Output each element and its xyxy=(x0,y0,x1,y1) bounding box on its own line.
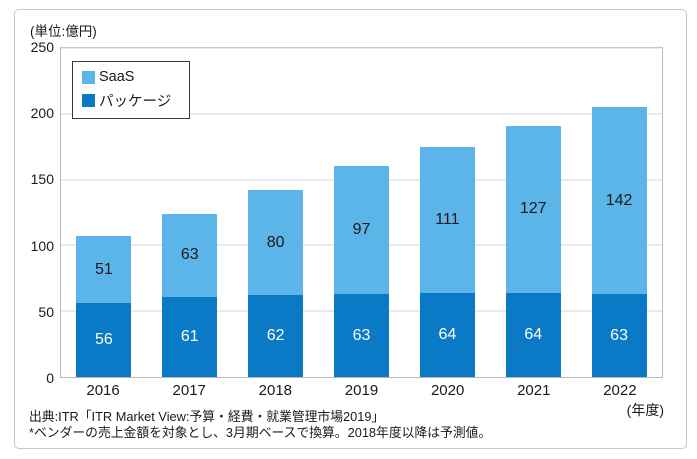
bar-value-label: 62 xyxy=(266,327,285,345)
legend: SaaS パッケージ xyxy=(72,61,191,119)
bar-2019-saas: 97 xyxy=(334,166,389,295)
bar-2022-package: 63 xyxy=(591,294,647,377)
bar-2018-package: 62 xyxy=(248,295,304,377)
x-axis-label-2022: 2022 xyxy=(603,382,637,399)
bar-value-label: 80 xyxy=(266,233,285,251)
bar-value-label: 111 xyxy=(435,210,460,228)
bar-value-label: 63 xyxy=(610,326,628,344)
bar-value-label: 56 xyxy=(95,331,113,349)
bar-column-2021: 64 127 xyxy=(490,48,576,377)
x-axis-label-2019: 2019 xyxy=(344,382,379,399)
bar-value-label: 127 xyxy=(519,200,547,218)
bar-column-2016: 56 51 xyxy=(61,48,147,377)
bar-2021-saas: 127 xyxy=(505,125,561,293)
bar-value-label: 142 xyxy=(605,191,633,209)
bar-value-label: 64 xyxy=(438,325,457,343)
legend-item-saas: SaaS xyxy=(82,69,171,85)
source-line-1: 出典:ITR「ITR Market View:予算・経費・就業管理市場2019」 xyxy=(29,409,385,424)
bar-value-label: 51 xyxy=(95,260,113,278)
bar-2018-saas: 80 xyxy=(248,190,304,296)
bar-2016-package: 56 xyxy=(76,303,132,377)
unit-label: (単位:億円) xyxy=(30,24,97,39)
bar-column-2017: 61 63 xyxy=(147,48,233,377)
legend-swatch-package xyxy=(82,94,95,107)
bar-value-label: 97 xyxy=(352,221,371,239)
bar-column-2018: 62 80 xyxy=(233,48,319,377)
x-axis-label-2018: 2018 xyxy=(258,382,293,399)
bar-value-label: 61 xyxy=(180,327,199,345)
x-axis-labels: 2016 2017 2018 2019 2020 2021 2022 xyxy=(60,382,663,399)
bars: 56 51 61 63 62 80 63 97 64 111 64 127 63 142 xyxy=(61,48,662,377)
plot-area: 56 51 61 63 62 80 63 97 64 111 64 127 63 142 xyxy=(60,47,663,378)
x-axis-label-2021: 2021 xyxy=(517,382,551,399)
bar-2016-saas: 51 xyxy=(76,236,132,304)
bar-2017-package: 61 xyxy=(162,296,218,377)
chart-figure: (単位:億円) 0 50 100 150 200 250 56 51 61 63 62 80 63 97… xyxy=(14,9,687,449)
legend-label-package: パッケージ xyxy=(99,94,172,110)
x-axis-unit-label: (年度) xyxy=(626,402,664,418)
source-note: 出典:ITR「ITR Market View:予算・経費・就業管理市場2019」… xyxy=(29,409,491,442)
y-tick-label: 200 xyxy=(30,105,54,122)
legend-item-package: パッケージ xyxy=(82,90,171,111)
y-tick-label: 0 xyxy=(46,370,54,386)
bar-2020-package: 64 xyxy=(419,292,475,377)
x-axis-label-2016: 2016 xyxy=(86,382,120,399)
bar-value-label: 63 xyxy=(352,326,371,344)
x-axis-label-2017: 2017 xyxy=(172,382,206,399)
bar-2021-package: 64 xyxy=(505,292,561,377)
x-axis-label-2020: 2020 xyxy=(430,382,465,399)
bar-2019-package: 63 xyxy=(334,294,389,377)
source-line-2: *ベンダーの売上金額を対象とし、3月期ベースで換算。2018年度以降は予測値。 xyxy=(29,425,492,441)
gridline xyxy=(61,113,662,115)
legend-swatch-saas xyxy=(82,70,95,84)
bar-2022-saas: 142 xyxy=(591,107,647,295)
bar-2017-saas: 63 xyxy=(162,213,218,297)
bar-2020-saas: 111 xyxy=(419,146,475,293)
gridline xyxy=(61,47,662,49)
bar-value-label: 64 xyxy=(524,325,543,343)
bar-column-2020: 64 111 xyxy=(404,48,490,377)
y-tick-label: 250 xyxy=(30,39,54,55)
bar-column-2022: 63 142 xyxy=(576,48,662,377)
y-tick-label: 150 xyxy=(30,171,54,188)
bar-column-2019: 63 97 xyxy=(319,48,405,377)
bar-value-label: 63 xyxy=(180,246,199,264)
y-tick-label: 50 xyxy=(38,303,54,320)
y-tick-label: 100 xyxy=(30,237,54,254)
legend-label-saas: SaaS xyxy=(99,69,135,85)
y-axis: 0 50 100 150 200 250 xyxy=(15,40,54,385)
